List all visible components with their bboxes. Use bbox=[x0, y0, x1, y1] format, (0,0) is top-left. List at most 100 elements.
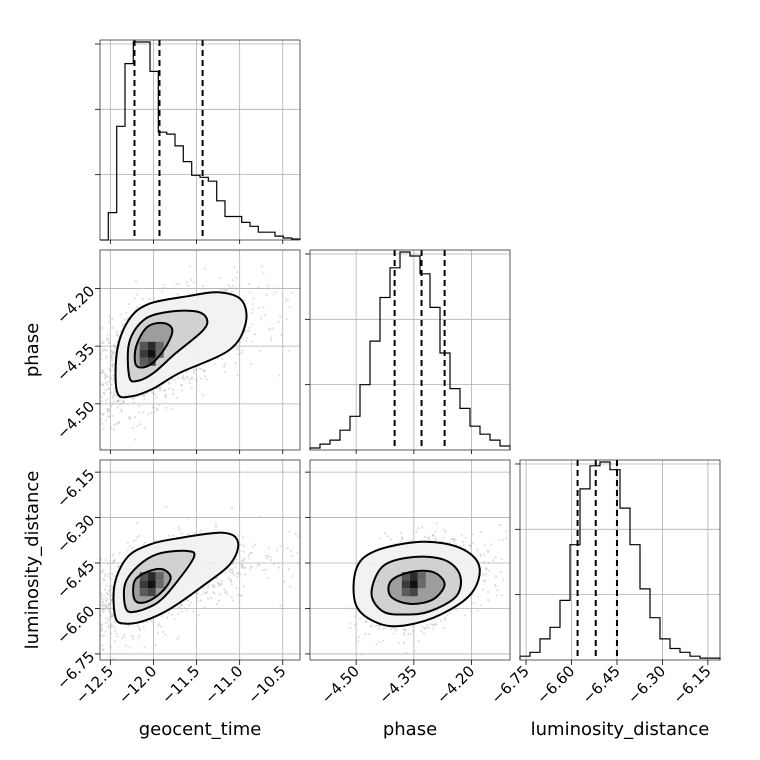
scatter-point bbox=[236, 271, 239, 274]
scatter-point bbox=[109, 584, 112, 587]
scatter-point bbox=[241, 349, 244, 352]
scatter-point bbox=[203, 369, 206, 372]
scatter-point bbox=[422, 632, 425, 635]
scatter-point bbox=[249, 551, 252, 554]
scatter-point bbox=[70, 406, 72, 408]
panel-content bbox=[52, 460, 326, 660]
scatter-point bbox=[218, 583, 221, 586]
scatter-point bbox=[378, 537, 381, 540]
scatter-point bbox=[203, 591, 206, 594]
scatter-point bbox=[259, 515, 262, 518]
scatter-point bbox=[112, 362, 115, 365]
scatter-point bbox=[377, 627, 380, 630]
scatter-point bbox=[102, 648, 105, 651]
scatter-point bbox=[104, 399, 107, 402]
scatter-point bbox=[434, 623, 437, 627]
scatter-point bbox=[83, 630, 85, 632]
scatter-point bbox=[279, 544, 282, 548]
scatter-point bbox=[486, 549, 490, 553]
scatter-point bbox=[113, 620, 116, 624]
contour-level-1 bbox=[112, 531, 240, 625]
x-tick-label-geocent-time: −10.5 bbox=[244, 662, 289, 707]
scatter-point bbox=[138, 626, 141, 630]
scatter-point bbox=[431, 624, 435, 627]
scatter-point bbox=[215, 577, 218, 580]
scatter-point bbox=[186, 599, 190, 602]
scatter-point bbox=[83, 375, 85, 377]
scatter-point bbox=[103, 373, 106, 376]
scatter-point bbox=[296, 562, 299, 565]
scatter-point bbox=[109, 369, 112, 372]
scatter-point bbox=[238, 555, 241, 558]
scatter-point bbox=[232, 562, 235, 566]
scatter-point bbox=[276, 287, 279, 290]
scatter-point bbox=[97, 364, 99, 366]
scatter-point bbox=[185, 609, 188, 612]
scatter-point bbox=[96, 643, 98, 645]
scatter-point bbox=[444, 616, 447, 620]
scatter-point bbox=[80, 379, 82, 381]
x-tick-label-phase: −4.20 bbox=[433, 662, 478, 707]
scatter-point bbox=[259, 317, 262, 320]
scatter-point bbox=[493, 583, 497, 587]
scatter-point bbox=[52, 643, 54, 645]
scatter-point bbox=[100, 596, 103, 599]
scatter-point bbox=[533, 549, 535, 551]
scatter-point bbox=[103, 588, 107, 591]
scatter-point bbox=[288, 306, 291, 309]
scatter-point bbox=[296, 551, 299, 554]
scatter-point bbox=[369, 625, 372, 628]
contour-level-1 bbox=[114, 291, 248, 399]
scatter-point bbox=[172, 388, 175, 391]
scatter-point bbox=[117, 565, 120, 568]
scatter-point bbox=[434, 530, 437, 533]
y-tick-label-luminosity-distance: −6.15 bbox=[53, 466, 98, 511]
scatter-point bbox=[108, 342, 111, 345]
scatter-point bbox=[213, 584, 216, 587]
scatter-point bbox=[324, 554, 326, 556]
scatter-point bbox=[237, 534, 240, 537]
scatter-point bbox=[357, 635, 361, 639]
scatter-point bbox=[203, 606, 206, 609]
panel-frame bbox=[519, 459, 721, 661]
scatter-point bbox=[225, 570, 228, 573]
scatter-point bbox=[384, 532, 387, 535]
scatter-point bbox=[349, 622, 352, 625]
scatter-point bbox=[454, 538, 457, 541]
scatter-point bbox=[409, 632, 413, 635]
scatter-point bbox=[482, 573, 485, 576]
scatter-point bbox=[294, 532, 297, 536]
scatter-point bbox=[108, 415, 111, 418]
scatter-point bbox=[217, 581, 220, 584]
scatter-point bbox=[444, 618, 447, 621]
scatter-point bbox=[109, 577, 112, 580]
scatter-point bbox=[435, 622, 438, 626]
scatter-point bbox=[431, 533, 434, 537]
scatter-point bbox=[100, 629, 103, 632]
scatter-point bbox=[207, 586, 210, 589]
scatter-point bbox=[111, 414, 114, 417]
scatter-point bbox=[404, 629, 407, 632]
scatter-point bbox=[196, 592, 199, 595]
scatter-point bbox=[55, 416, 57, 418]
scatter-point bbox=[97, 392, 99, 394]
scatter-point bbox=[316, 321, 318, 323]
scatter-point bbox=[177, 526, 180, 529]
scatter-point bbox=[269, 556, 272, 559]
scatter-point bbox=[485, 567, 488, 570]
scatter-point bbox=[364, 632, 367, 636]
scatter-point bbox=[100, 593, 103, 596]
scatter-point bbox=[105, 355, 108, 358]
scatter-point bbox=[138, 634, 141, 637]
scatter-point bbox=[405, 651, 408, 654]
scatter-point bbox=[80, 390, 82, 392]
scatter-point bbox=[48, 380, 50, 382]
scatter-point bbox=[487, 599, 490, 602]
scatter-point bbox=[223, 363, 226, 366]
scatter-point bbox=[104, 377, 107, 380]
scatter-point bbox=[110, 404, 113, 407]
scatter-point bbox=[60, 623, 62, 625]
scatter-point bbox=[289, 585, 292, 588]
scatter-point bbox=[353, 623, 357, 626]
scatter-point bbox=[116, 635, 119, 638]
